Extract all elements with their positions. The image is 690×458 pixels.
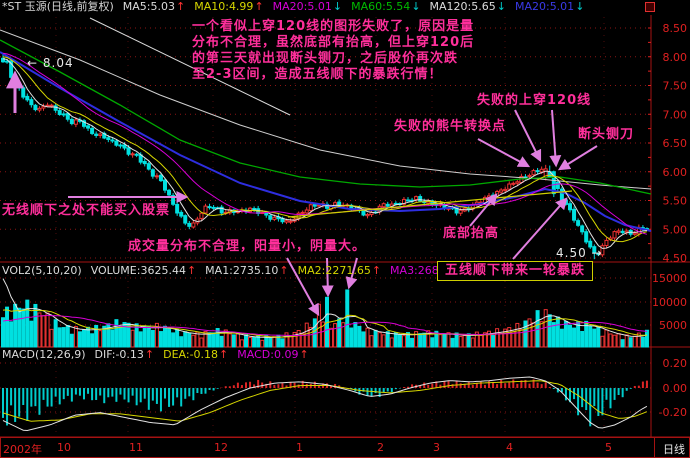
period-label: 日线 [663, 443, 685, 456]
ma-value: MA5:5.03↑ [122, 0, 186, 13]
main-header: *ST 玉源(日线,前复权) MA5:5.03↑ MA10:4.99↑ MA20:5.… [2, 0, 688, 14]
time-axis-bar: 2002年 10 11 12 1 2 3 4 5 日线 [0, 437, 690, 458]
time-axis-label: 2002年 [3, 443, 42, 456]
svg-text:10000: 10000 [652, 296, 687, 309]
annotation-fail-cross-120: 失败的上穿120线 [477, 93, 592, 108]
volume-value: MA1:2735.10↑ [205, 264, 289, 277]
ma-value: MA20:5.01↓ [514, 0, 585, 13]
svg-text:5000: 5000 [659, 319, 687, 332]
time-axis-label: 1 [296, 441, 303, 454]
svg-text:6.50: 6.50 [663, 137, 688, 150]
volume-header: VOL2(5,10,20) VOLUME:3625.44↑ MA1:2735.10↑… [2, 264, 688, 278]
ma-value: MA120:5.65↓ [429, 0, 506, 13]
header-marker-icon[interactable] [645, 2, 655, 12]
svg-text:8.00: 8.00 [663, 51, 688, 64]
macd-value: DEA:-0.18↑ [163, 348, 229, 361]
annotation-fail-bull-turn: 失败的熊牛转换点 [394, 119, 507, 134]
svg-text:0.00: 0.00 [663, 382, 688, 395]
volume-value: VOL2(5,10,20) [2, 264, 82, 277]
time-axis-label: 12 [214, 441, 228, 454]
volume-bars [1, 278, 649, 348]
time-axis-label: 11 [129, 441, 143, 454]
macd-value: MACD(12,26,9) [2, 348, 86, 361]
svg-text:7.50: 7.50 [663, 80, 688, 93]
svg-text:6.00: 6.00 [663, 166, 688, 179]
annotation-no-buy-note: 无线顺下之处不能买入股票 [2, 203, 171, 218]
time-axis-label: 3 [433, 441, 440, 454]
time-axis-label: 4 [506, 441, 513, 454]
annotation-bottom-rising: 底部抬高 [443, 226, 500, 241]
time-axis-label: 5 [605, 441, 612, 454]
annotation-main-note: 一个看似上穿120线的图形失败了，原因是量 分布不合理，虽然底部有抬高，但上穿1… [192, 19, 475, 82]
ma-value: MA10:4.99↑ [194, 0, 264, 13]
annotation-volume-note: 成交量分布不合理，阳量小，阴量大。 [128, 239, 367, 254]
svg-text:0.20: 0.20 [663, 357, 688, 370]
ma-value: MA20:5.01↓ [272, 0, 343, 13]
macd-value: MACD:0.09↑ [237, 348, 309, 361]
dif-line [2, 376, 648, 432]
svg-text:5.50: 5.50 [663, 195, 688, 208]
svg-text:7.00: 7.00 [663, 108, 688, 121]
svg-text:15000: 15000 [652, 272, 687, 285]
ma-value: MA60:5.54↓ [351, 0, 421, 13]
svg-text:4.50: 4.50 [663, 252, 688, 265]
stock-title: *ST 玉源(日线,前复权) [2, 0, 114, 13]
volume-value: MA2:2271.65↑ [297, 264, 382, 277]
dea-line [2, 380, 648, 422]
annotation-crash-box: 五线顺下带来一轮暴跌 [437, 261, 594, 281]
svg-text:-0.20: -0.20 [659, 406, 687, 419]
macd-header: MACD(12,26,9) DIF:-0.13↑ DEA:-0.18↑ MACD:0.… [2, 348, 688, 362]
annotation-high-price-label: ← 8.04 [27, 56, 74, 70]
svg-text:5.00: 5.00 [663, 223, 688, 236]
annotation-guillotine: 断头铡刀 [578, 127, 635, 142]
volume-value: VOLUME:3625.44↑ [90, 264, 197, 277]
svg-text:8.50: 8.50 [663, 22, 688, 35]
axis-labels: 8.50 8.00 7.50 7.00 6.50 6.00 5.50 5.00 4.50 1500… [652, 22, 687, 419]
annotation-arrows [6, 70, 598, 317]
ma-lines [0, 17, 652, 249]
macd-value: DIF:-0.13↑ [94, 348, 155, 361]
annotation-low-price-label: 4.50 → [556, 246, 603, 260]
time-axis-label: 10 [57, 441, 71, 454]
candles [1, 54, 649, 260]
macd-histogram [2, 376, 648, 432]
axis-divider [654, 438, 655, 457]
time-axis-label: 2 [377, 441, 384, 454]
